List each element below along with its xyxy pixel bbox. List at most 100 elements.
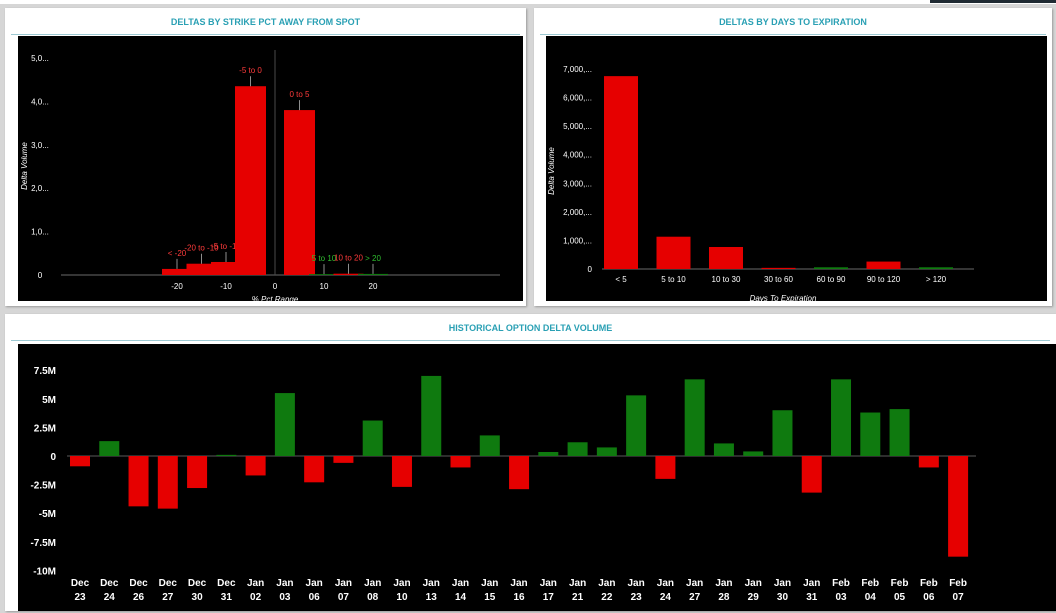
- y-tick-label: 0: [38, 271, 43, 280]
- x-tick-day: 04: [865, 592, 877, 603]
- x-tick-day: 29: [748, 592, 760, 603]
- strike-pct-chart: 0 1,0... 2,0... 3,0... 4,0... 5,0... -20 -10 0 10…: [18, 36, 523, 301]
- bar: [538, 451, 559, 456]
- x-tick-month: Jan: [657, 578, 674, 589]
- x-tick-month: Jan: [306, 578, 323, 589]
- bar: [362, 420, 383, 456]
- x-axis-title: % Pct Range: [252, 295, 299, 301]
- x-tick-day: 13: [426, 592, 438, 603]
- x-tick-month: Dec: [159, 578, 178, 589]
- top-border-dark: [930, 0, 1056, 3]
- bar: [99, 441, 120, 456]
- y-tick-label: 6,000,...: [563, 94, 592, 103]
- x-tick-day: 08: [367, 592, 379, 603]
- bar: [713, 443, 734, 456]
- bar: [919, 267, 953, 269]
- bar: [274, 393, 295, 456]
- x-tick-label: < 5: [615, 275, 627, 284]
- y-tick-label: 1,000,...: [563, 236, 592, 245]
- x-tick-day: 27: [162, 592, 174, 603]
- x-tick-day: 28: [718, 592, 730, 603]
- x-tick-label: 60 to 90: [817, 275, 846, 284]
- x-tick-label: 10 to 30: [712, 275, 741, 284]
- x-tick-month: Jan: [364, 578, 381, 589]
- x-tick-day: 30: [192, 592, 204, 603]
- bar: [391, 456, 412, 487]
- bar: [245, 456, 266, 476]
- bar: [860, 412, 881, 456]
- data-label: -5 to -10: [211, 242, 241, 251]
- bar: [216, 454, 237, 456]
- bar: [128, 456, 149, 507]
- bar: [656, 236, 691, 269]
- data-label: < -20: [168, 249, 187, 258]
- x-tick-day: 17: [543, 592, 555, 603]
- x-tick-day: 27: [689, 592, 701, 603]
- x-tick-month: Dec: [129, 578, 148, 589]
- x-tick-day: 06: [923, 592, 935, 603]
- bar: [801, 456, 822, 493]
- x-tick-label: 10: [320, 282, 329, 291]
- x-tick-day: 10: [396, 592, 408, 603]
- y-axis-title: Delta Volume: [547, 147, 556, 195]
- strike-pct-panel: DELTAS BY STRIKE PCT AWAY FROM SPOT 0 1,0…: [5, 8, 526, 306]
- bar: [831, 379, 852, 456]
- x-tick-month: Jan: [686, 578, 703, 589]
- y-tick-label: 4,000,...: [563, 151, 592, 160]
- x-tick-day: 03: [835, 592, 847, 603]
- historical-panel: HISTORICAL OPTION DELTA VOLUME 7.5M 5M 2.5…: [5, 314, 1056, 611]
- x-tick-month: Jan: [481, 578, 498, 589]
- x-tick-day: 30: [777, 592, 789, 603]
- bar: [309, 274, 339, 275]
- x-tick-month: Dec: [217, 578, 236, 589]
- bar: [157, 456, 178, 509]
- x-tick-month: Dec: [71, 578, 90, 589]
- y-tick-label: 5,0...: [31, 54, 49, 63]
- x-tick-month: Jan: [510, 578, 527, 589]
- y-tick-label: 2.5M: [34, 423, 56, 434]
- historical-title: HISTORICAL OPTION DELTA VOLUME: [448, 323, 613, 333]
- bar: [918, 456, 939, 468]
- x-tick-day: 24: [660, 592, 672, 603]
- historical-separator: [11, 340, 1050, 341]
- x-tick-label: > 120: [926, 275, 947, 284]
- x-tick-day: 02: [250, 592, 262, 603]
- y-tick-label: 2,0...: [31, 184, 49, 193]
- data-label: > 20: [365, 254, 381, 263]
- x-tick-day: 06: [309, 592, 321, 603]
- x-tick-day: 24: [104, 592, 116, 603]
- bar: [889, 409, 910, 456]
- bar: [479, 435, 500, 456]
- x-tick-day: 31: [806, 592, 818, 603]
- data-label: 5 to 10: [312, 254, 337, 263]
- x-tick-month: Jan: [715, 578, 732, 589]
- bar: [187, 456, 208, 489]
- y-tick-label: 1,0...: [31, 228, 49, 237]
- x-tick-month: Jan: [540, 578, 557, 589]
- y-tick-label: -5M: [39, 509, 56, 520]
- x-tick-day: 14: [455, 592, 467, 603]
- strike-pct-svg: 0 1,0... 2,0... 3,0... 4,0... 5,0... -20 -10 0 10…: [20, 50, 500, 301]
- x-tick-month: Jan: [774, 578, 791, 589]
- x-tick-month: Jan: [423, 578, 440, 589]
- bar: [235, 86, 266, 276]
- bar: [333, 273, 364, 275]
- bar: [948, 456, 969, 557]
- bar: [70, 456, 90, 467]
- historical-chart: 7.5M 5M 2.5M 0 -2.5M -5M -7.5M -10M Dec 23 Dec 24 De…: [18, 344, 1056, 611]
- historical-svg: 7.5M 5M 2.5M 0 -2.5M -5M -7.5M -10M Dec 23 Dec 24 De…: [30, 366, 976, 603]
- x-tick-day: 03: [279, 592, 291, 603]
- x-tick-month: Jan: [393, 578, 410, 589]
- top-border: [0, 0, 1056, 4]
- x-tick-month: Jan: [335, 578, 352, 589]
- days-to-exp-chart: 0 1,000,... 2,000,... 3,000,... 4,000,... 5,0…: [546, 36, 1047, 301]
- y-tick-label: 7.5M: [34, 366, 56, 377]
- x-tick-month: Jan: [569, 578, 586, 589]
- x-tick-month: Feb: [949, 578, 967, 589]
- x-tick-day: 31: [221, 592, 233, 603]
- bar: [421, 375, 442, 456]
- x-tick-label: -10: [220, 282, 232, 291]
- strike-pct-title: DELTAS BY STRIKE PCT AWAY FROM SPOT: [170, 17, 361, 27]
- x-tick-month: Jan: [803, 578, 820, 589]
- bar: [761, 267, 796, 269]
